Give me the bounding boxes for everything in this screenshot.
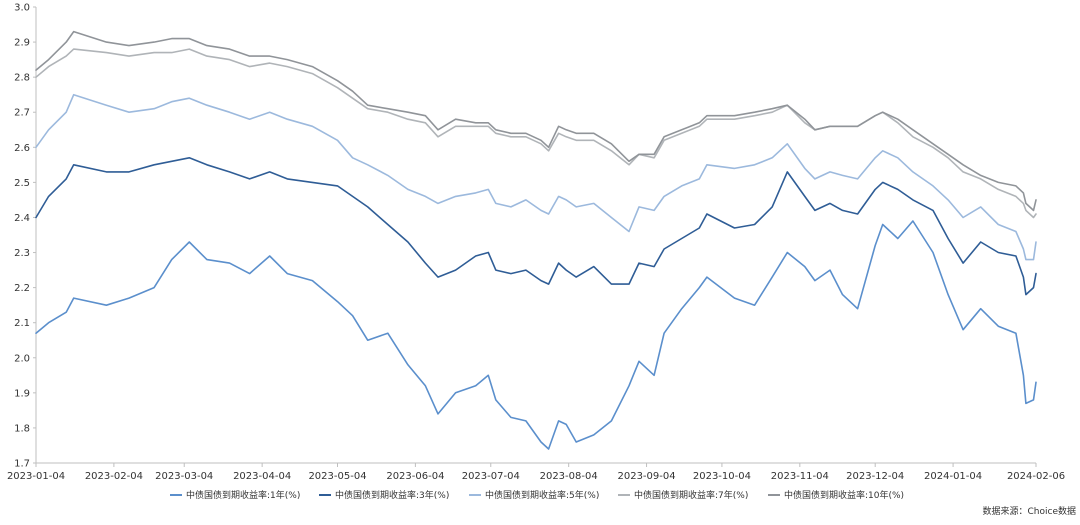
x-tick-label: 2023-08-04 [540,471,598,482]
x-tick-label: 2023-01-04 [7,471,65,482]
x-tick-label: 2023-07-04 [462,471,520,482]
y-tick-label: 2.7 [14,108,30,119]
series-line-4 [35,48,1037,219]
x-tick-label: 2024-02-06 [1007,471,1065,482]
x-tick-label: 2023-09-04 [617,471,675,482]
y-tick-label: 1.7 [14,459,30,470]
x-tick-label: 2023-12-04 [846,471,904,482]
x-tick-label: 2023-05-04 [308,471,366,482]
legend-item-label: 中债国债到期收益率:10年(%) [784,489,904,501]
y-tick-label: 2.0 [14,353,30,364]
y-tick-label: 2.5 [14,178,30,189]
legend-item-label: 中债国债到期收益率:1年(%) [186,489,300,501]
x-tick-label: 2023-11-04 [771,471,829,482]
y-tick-label: 2.2 [14,283,30,294]
legend: 中债国债到期收益率:1年(%) 中债国债到期收益率:3年(%) 中债国债到期收益率:… [170,489,904,501]
x-tick-label: 2024-01-04 [924,471,982,482]
legend-item-label: 中债国债到期收益率:3年(%) [335,489,449,501]
legend-item-label: 中债国债到期收益率:5年(%) [485,489,599,501]
series-line-1 [35,220,1037,450]
series-line-3 [35,93,1037,261]
y-tick-label: 1.9 [14,388,30,399]
series-line-5 [35,30,1037,212]
y-tick-label: 2.6 [14,143,30,154]
x-tick-label: 2023-10-04 [693,471,751,482]
y-tick-label: 2.4 [14,213,30,224]
x-tick-label: 2023-02-04 [85,471,143,482]
y-tick-label: 2.1 [14,318,30,329]
y-tick-label: 2.8 [14,73,30,84]
legend-item-label: 中债国债到期收益率:7年(%) [634,489,748,501]
y-tick-label: 2.3 [14,248,30,259]
x-tick-label: 2023-03-04 [155,471,213,482]
x-tick-label: 2023-04-04 [233,471,291,482]
x-tick-label: 2023-06-04 [386,471,444,482]
source-note: 数据来源：Choice数据 [983,505,1076,517]
y-tick-label: 3.0 [14,3,30,14]
axes: 1.7 1.8 1.9 2.0 2.1 2.2 2.3 2.4 2.5 2.6 2.7 2.8 2.9 3… [7,3,1065,483]
y-tick-label: 1.8 [14,423,30,434]
y-tick-label: 2.9 [14,38,30,49]
series-line-2 [35,157,1037,296]
series-layer [35,30,1037,450]
